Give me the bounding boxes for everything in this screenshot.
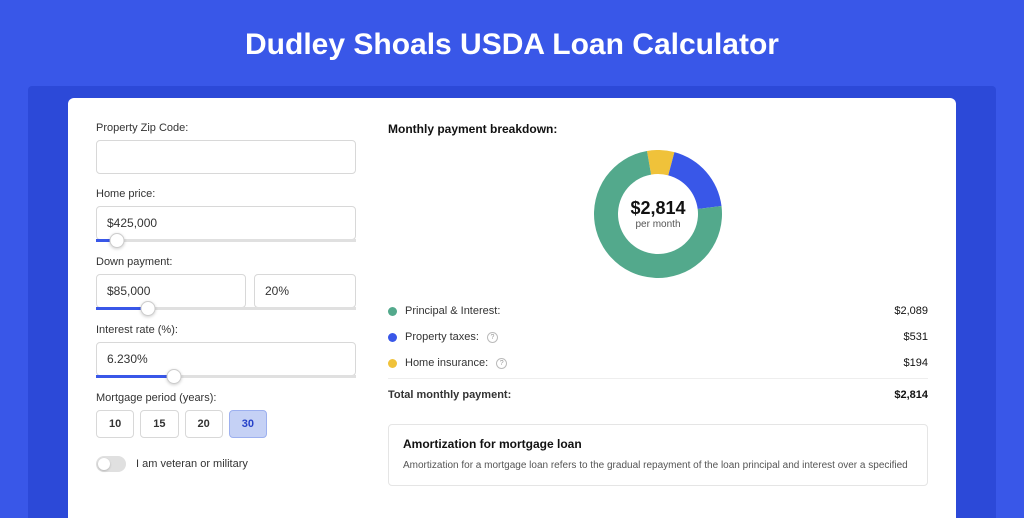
veteran-toggle-row: I am veteran or military	[96, 456, 356, 472]
down-payment-percent-input[interactable]	[254, 274, 356, 308]
legend-dot	[388, 333, 397, 342]
legend-value: $2,089	[894, 305, 928, 317]
mortgage-period-option-10[interactable]: 10	[96, 410, 134, 438]
legend-value: $531	[904, 331, 928, 343]
legend-label: Principal & Interest:	[405, 305, 500, 317]
down-payment-slider-thumb[interactable]	[141, 301, 156, 316]
mortgage-period-option-20[interactable]: 20	[185, 410, 223, 438]
home-price-slider-thumb[interactable]	[109, 233, 124, 248]
donut-center: $2,814 per month	[630, 198, 685, 230]
legend: Principal & Interest: $2,089 Property taxe…	[388, 298, 928, 376]
home-price-group: Home price:	[96, 188, 356, 242]
breakdown-title: Monthly payment breakdown:	[388, 122, 928, 136]
info-icon[interactable]: ?	[496, 358, 507, 369]
total-row: Total monthly payment: $2,814	[388, 378, 928, 408]
legend-row: Home insurance:? $194	[388, 350, 928, 376]
veteran-toggle-knob	[98, 458, 110, 470]
mortgage-period-option-30[interactable]: 30	[229, 410, 267, 438]
down-payment-label: Down payment:	[96, 256, 356, 268]
home-price-label: Home price:	[96, 188, 356, 200]
inputs-column: Property Zip Code: Home price: Down paym…	[96, 122, 356, 518]
veteran-toggle-label: I am veteran or military	[136, 458, 248, 470]
legend-row: Property taxes:? $531	[388, 324, 928, 350]
down-payment-amount-input[interactable]	[96, 274, 246, 308]
total-label: Total monthly payment:	[388, 389, 511, 401]
down-payment-slider[interactable]	[96, 307, 356, 310]
legend-label: Home insurance:	[405, 357, 488, 369]
zip-label: Property Zip Code:	[96, 122, 356, 134]
veteran-toggle[interactable]	[96, 456, 126, 472]
interest-rate-slider-fill	[96, 375, 174, 378]
mortgage-period-label: Mortgage period (years):	[96, 392, 356, 404]
mortgage-period-option-15[interactable]: 15	[140, 410, 178, 438]
home-price-slider[interactable]	[96, 239, 356, 242]
donut-sub: per month	[630, 219, 685, 230]
amortization-card: Amortization for mortgage loan Amortizat…	[388, 424, 928, 486]
donut-chart: $2,814 per month	[594, 150, 722, 278]
interest-rate-group: Interest rate (%):	[96, 324, 356, 378]
card-shadow: Property Zip Code: Home price: Down paym…	[28, 86, 996, 518]
interest-rate-label: Interest rate (%):	[96, 324, 356, 336]
zip-field-group: Property Zip Code:	[96, 122, 356, 174]
amortization-text: Amortization for a mortgage loan refers …	[403, 459, 913, 473]
info-icon[interactable]: ?	[487, 332, 498, 343]
page-title: Dudley Shoals USDA Loan Calculator	[0, 0, 1024, 86]
interest-rate-slider-thumb[interactable]	[167, 369, 182, 384]
calculator-card: Property Zip Code: Home price: Down paym…	[68, 98, 956, 518]
interest-rate-slider[interactable]	[96, 375, 356, 378]
legend-row: Principal & Interest: $2,089	[388, 298, 928, 324]
donut-amount: $2,814	[630, 198, 685, 219]
donut-chart-wrap: $2,814 per month	[388, 150, 928, 278]
mortgage-period-options: 10152030	[96, 410, 356, 438]
legend-dot	[388, 359, 397, 368]
interest-rate-input[interactable]	[96, 342, 356, 376]
legend-value: $194	[904, 357, 928, 369]
total-value: $2,814	[894, 389, 928, 401]
breakdown-column: Monthly payment breakdown: $2,814 per mo…	[388, 122, 928, 518]
legend-dot	[388, 307, 397, 316]
down-payment-group: Down payment:	[96, 256, 356, 310]
mortgage-period-group: Mortgage period (years): 10152030	[96, 392, 356, 438]
legend-label: Property taxes:	[405, 331, 479, 343]
home-price-input[interactable]	[96, 206, 356, 240]
zip-input[interactable]	[96, 140, 356, 174]
amortization-title: Amortization for mortgage loan	[403, 437, 913, 451]
